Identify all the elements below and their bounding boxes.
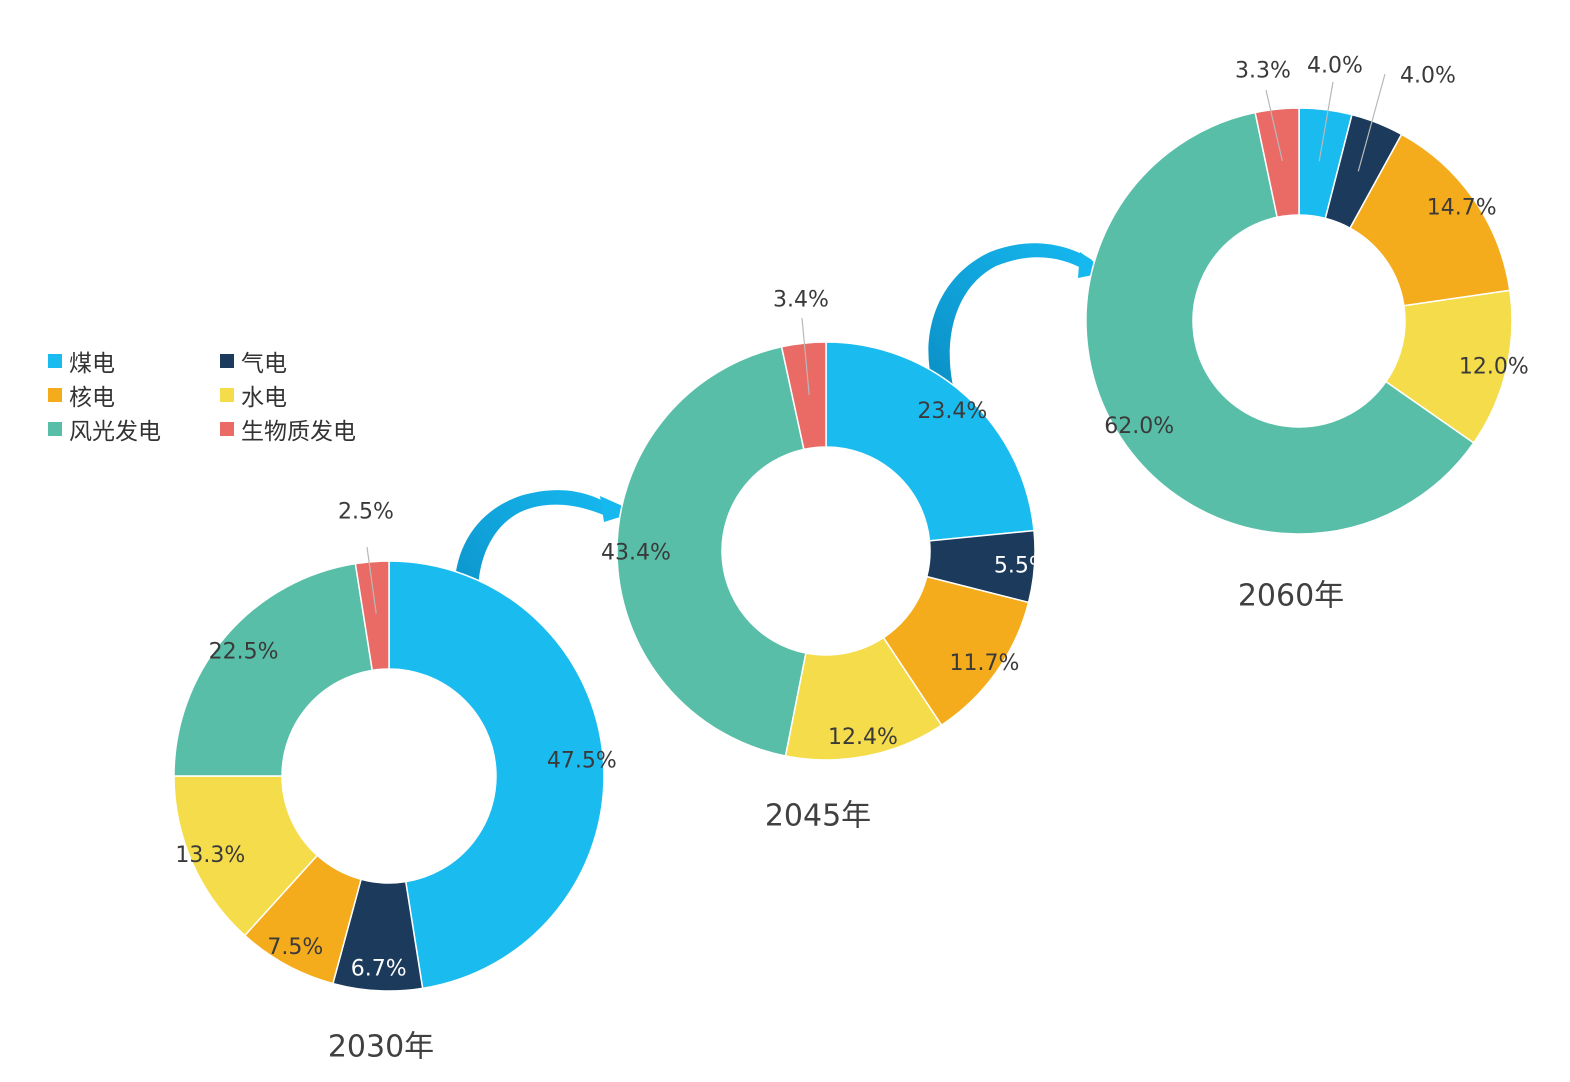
- slice-label-nuclear: 7.5%: [267, 935, 323, 960]
- legend-item-hydro: 水电: [220, 380, 392, 411]
- donut-chart-1: 23.4% 5.5% 11.7% 12.4% 43.4% 3.4% 2045年: [601, 288, 1050, 834]
- slice-label-coal: 23.4%: [917, 399, 987, 424]
- legend-label-biomass: 生物质发电: [241, 419, 356, 445]
- legend-item-nuclear: 核电: [48, 380, 220, 411]
- leader-line-gas: [1357, 73, 1386, 172]
- slice-label-wind-solar: 62.0%: [1104, 414, 1174, 439]
- legend-item-coal: 煤电: [48, 346, 220, 377]
- year-label-2: 2060年: [1238, 579, 1344, 614]
- year-label-1: 2045年: [765, 799, 871, 834]
- legend-item-gas: 气电: [220, 346, 392, 377]
- legend-label-coal: 煤电: [69, 351, 115, 377]
- donut-slice-nuclear: [1349, 133, 1511, 307]
- year-label-0: 2030年: [328, 1030, 434, 1065]
- slice-label-biomass: 3.3%: [1235, 59, 1291, 84]
- donuts-layer: 47.5% 6.7% 7.5% 13.3% 22.5% 2.5% 2030年 23.4% 5.5…: [173, 54, 1529, 1065]
- leader-line-biomass: [366, 546, 377, 614]
- slice-label-biomass: 3.4%: [773, 288, 829, 313]
- donut-chart-0: 47.5% 6.7% 7.5% 13.3% 22.5% 2.5% 2030年: [173, 500, 617, 1065]
- slice-label-hydro: 12.4%: [828, 725, 898, 750]
- slice-label-hydro: 12.0%: [1459, 355, 1529, 380]
- legend-swatch-biomass: [220, 422, 234, 436]
- legend-label-gas: 气电: [241, 351, 287, 377]
- legend-label-hydro: 水电: [241, 385, 287, 411]
- donut-slice-coal: [825, 341, 1035, 542]
- legend-item-biomass: 生物质发电: [220, 414, 392, 445]
- slice-label-nuclear: 11.7%: [950, 651, 1020, 676]
- donut-chart-2: 4.0% 4.0% 14.7% 12.0% 62.0% 3.3% 2060年: [1085, 54, 1529, 614]
- legend-label-wind-solar: 风光发电: [69, 419, 161, 445]
- donut-slice-coal: [388, 560, 605, 990]
- legend-swatch-wind-solar: [48, 422, 62, 436]
- slice-label-coal: 47.5%: [547, 748, 617, 773]
- slice-label-nuclear: 14.7%: [1427, 196, 1497, 221]
- leader-line-biomass: [801, 317, 810, 395]
- arrow-2030-to-2045: [454, 490, 636, 648]
- legend-swatch-gas: [220, 354, 234, 368]
- leader-line-biomass: [1265, 89, 1283, 162]
- donut-slice-biomass: [1254, 107, 1300, 219]
- slice-label-hydro: 13.3%: [175, 843, 245, 868]
- legend: 煤电 气电 核电 水电 风光发电 生物质发电: [48, 346, 408, 445]
- slice-label-wind-solar: 43.4%: [601, 540, 671, 565]
- donut-slice-biomass: [780, 341, 827, 451]
- donut-slice-wind-solar: [173, 562, 374, 777]
- arrow-2045-to-2060: [928, 243, 1108, 404]
- legend-item-wind-solar: 风光发电: [48, 414, 220, 445]
- donut-slice-wind-solar: [616, 345, 807, 757]
- legend-label-nuclear: 核电: [69, 385, 115, 411]
- leader-line-coal: [1318, 81, 1334, 162]
- slice-label-biomass: 2.5%: [338, 500, 394, 525]
- legend-swatch-coal: [48, 354, 62, 368]
- legend-swatch-hydro: [220, 388, 234, 402]
- legend-swatch-nuclear: [48, 388, 62, 402]
- slice-label-gas: 6.7%: [351, 957, 407, 982]
- donut-slice-wind-solar: [1085, 111, 1475, 535]
- donut-slice-biomass: [354, 560, 390, 672]
- slice-label-wind-solar: 22.5%: [209, 639, 279, 664]
- slice-label-gas: 4.0%: [1400, 64, 1456, 89]
- slice-label-gas: 5.5%: [994, 553, 1050, 578]
- slice-label-coal: 4.0%: [1307, 54, 1363, 79]
